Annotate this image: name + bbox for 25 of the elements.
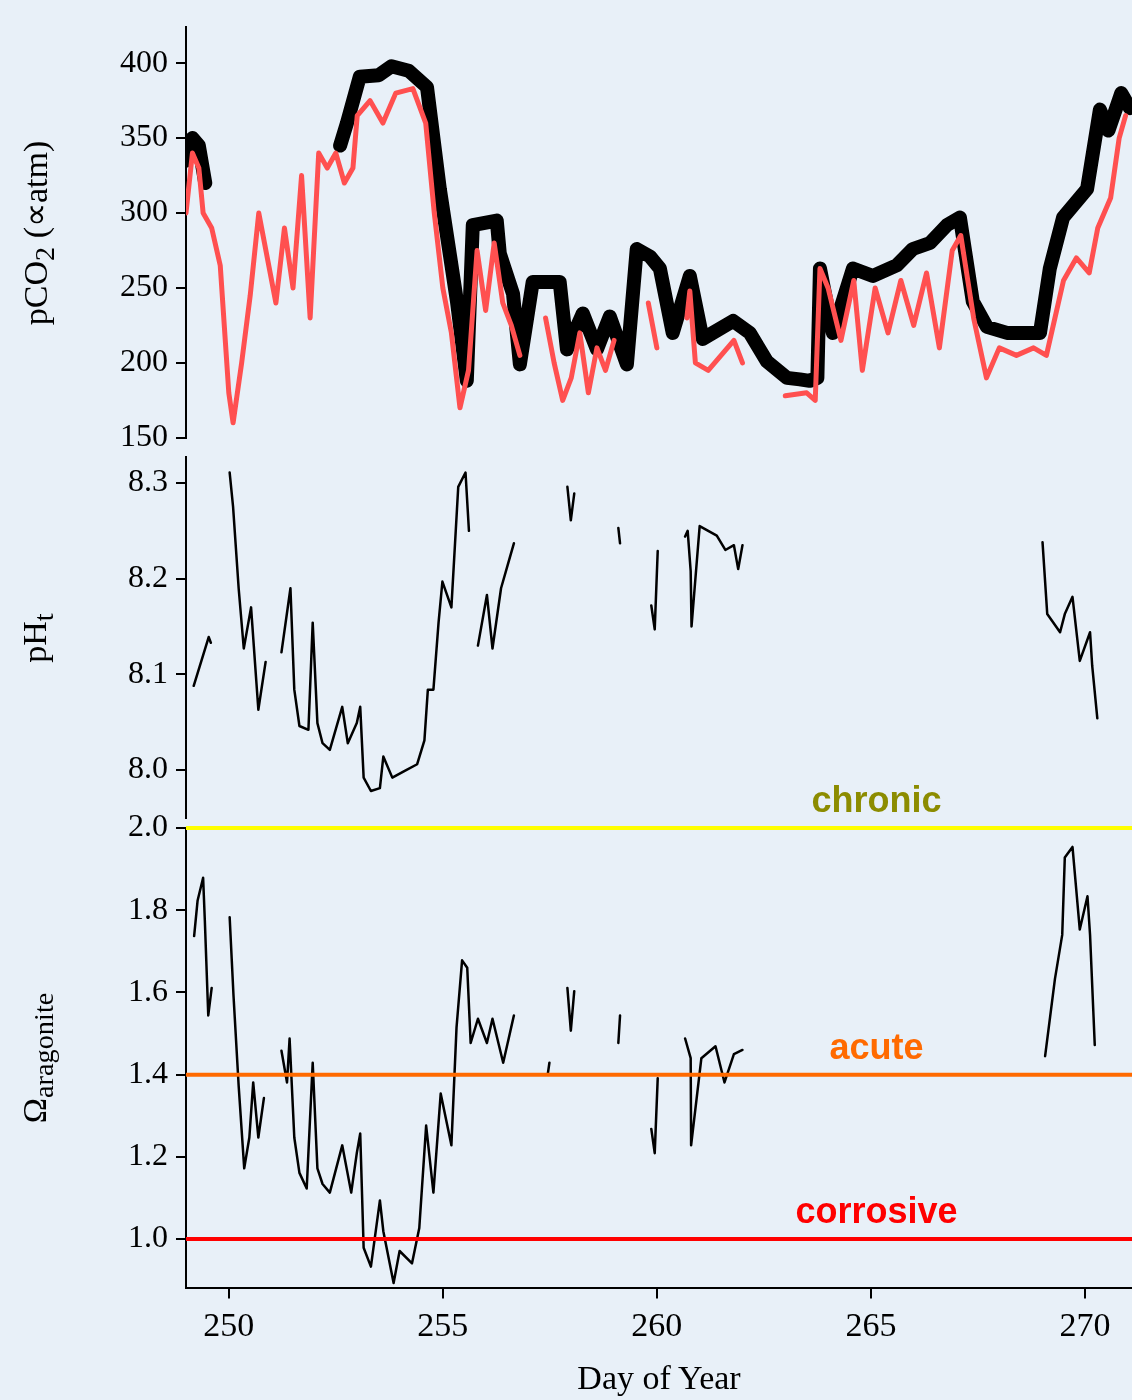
y-tick-label: 400 — [120, 42, 168, 79]
y-tick-label: 8.0 — [128, 749, 168, 786]
x-tick-label: 270 — [1059, 1305, 1111, 1343]
y-tick-label: 200 — [120, 342, 168, 379]
x-tick-label: 265 — [845, 1305, 897, 1343]
y-tick-label: 1.4 — [128, 1054, 168, 1091]
y-tick-label: 8.3 — [128, 462, 168, 499]
ref-line-label: corrosive — [795, 1189, 958, 1231]
y-tick-label: 2.0 — [128, 807, 168, 844]
y-tick-label: 1.8 — [128, 889, 168, 926]
y-tick-label: 1.0 — [128, 1218, 168, 1255]
y-tick-label: 250 — [120, 267, 168, 304]
y-tick-label: 8.2 — [128, 558, 168, 595]
ref-line-label: chronic — [811, 778, 942, 820]
y-tick-label: 300 — [120, 192, 168, 229]
x-tick-label: 260 — [631, 1305, 683, 1343]
y-tick-label: 8.1 — [128, 653, 168, 690]
y-tick-label: 150 — [120, 417, 168, 454]
x-axis-title: Day of Year — [577, 1358, 742, 1396]
x-tick-label: 250 — [203, 1305, 255, 1343]
y-tick-label: 1.2 — [128, 1136, 168, 1173]
ref-line-label: acute — [829, 1025, 924, 1067]
y-tick-label: 1.6 — [128, 971, 168, 1008]
x-tick-label: 255 — [417, 1305, 469, 1343]
y-tick-label: 350 — [120, 117, 168, 154]
